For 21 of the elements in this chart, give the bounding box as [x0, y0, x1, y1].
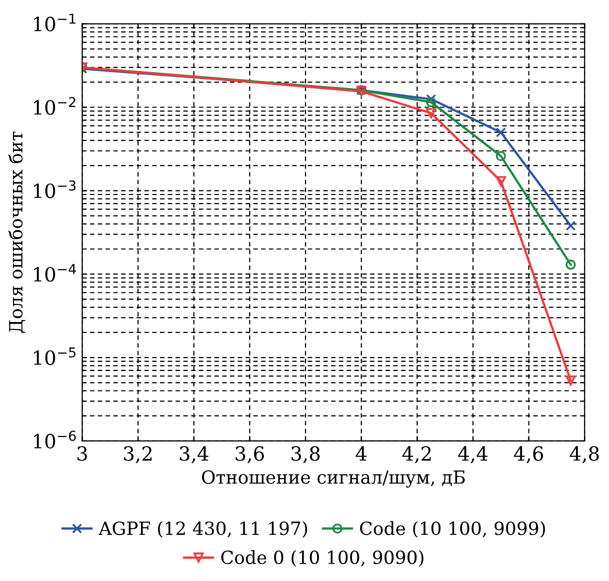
x-tick-label: 3,4	[180, 446, 208, 464]
x-tick-label: 4,8	[570, 446, 599, 464]
x-tick-label: 4	[356, 446, 367, 461]
y-tick-label: 10$^{−4}$	[34, 264, 76, 282]
x-tick-label: 3,6	[236, 446, 264, 464]
y-tick-label: 10$^{−2}$	[34, 96, 76, 115]
x-tick-label: 3,2	[124, 446, 152, 464]
x-tick-label: 4,2	[402, 446, 431, 464]
x-axis-title: Отношение сигнал/шум, дБ	[202, 470, 465, 488]
y-tick-label: 10$^{−5}$	[34, 347, 76, 366]
x-tick-label: 4,4	[458, 446, 488, 464]
legend-label: AGPF (12 430, 11 197)	[98, 521, 308, 538]
y-tick-label: 10$^{−1}$	[34, 14, 76, 32]
y-axis-title: Доля ошибочных бит	[8, 132, 26, 333]
x-tick-label: 4,6	[514, 446, 544, 464]
legend-label: Code 0 (10 100, 9090)	[221, 550, 424, 567]
y-tick-label: 10$^{−3}$	[34, 180, 76, 198]
x-tick-label: 3	[78, 446, 87, 461]
x-tick-label: 3,8	[292, 446, 320, 464]
legend-label: Code (10 100, 9099)	[360, 521, 545, 538]
y-tick-label: 10$^{−6}$	[34, 430, 76, 448]
